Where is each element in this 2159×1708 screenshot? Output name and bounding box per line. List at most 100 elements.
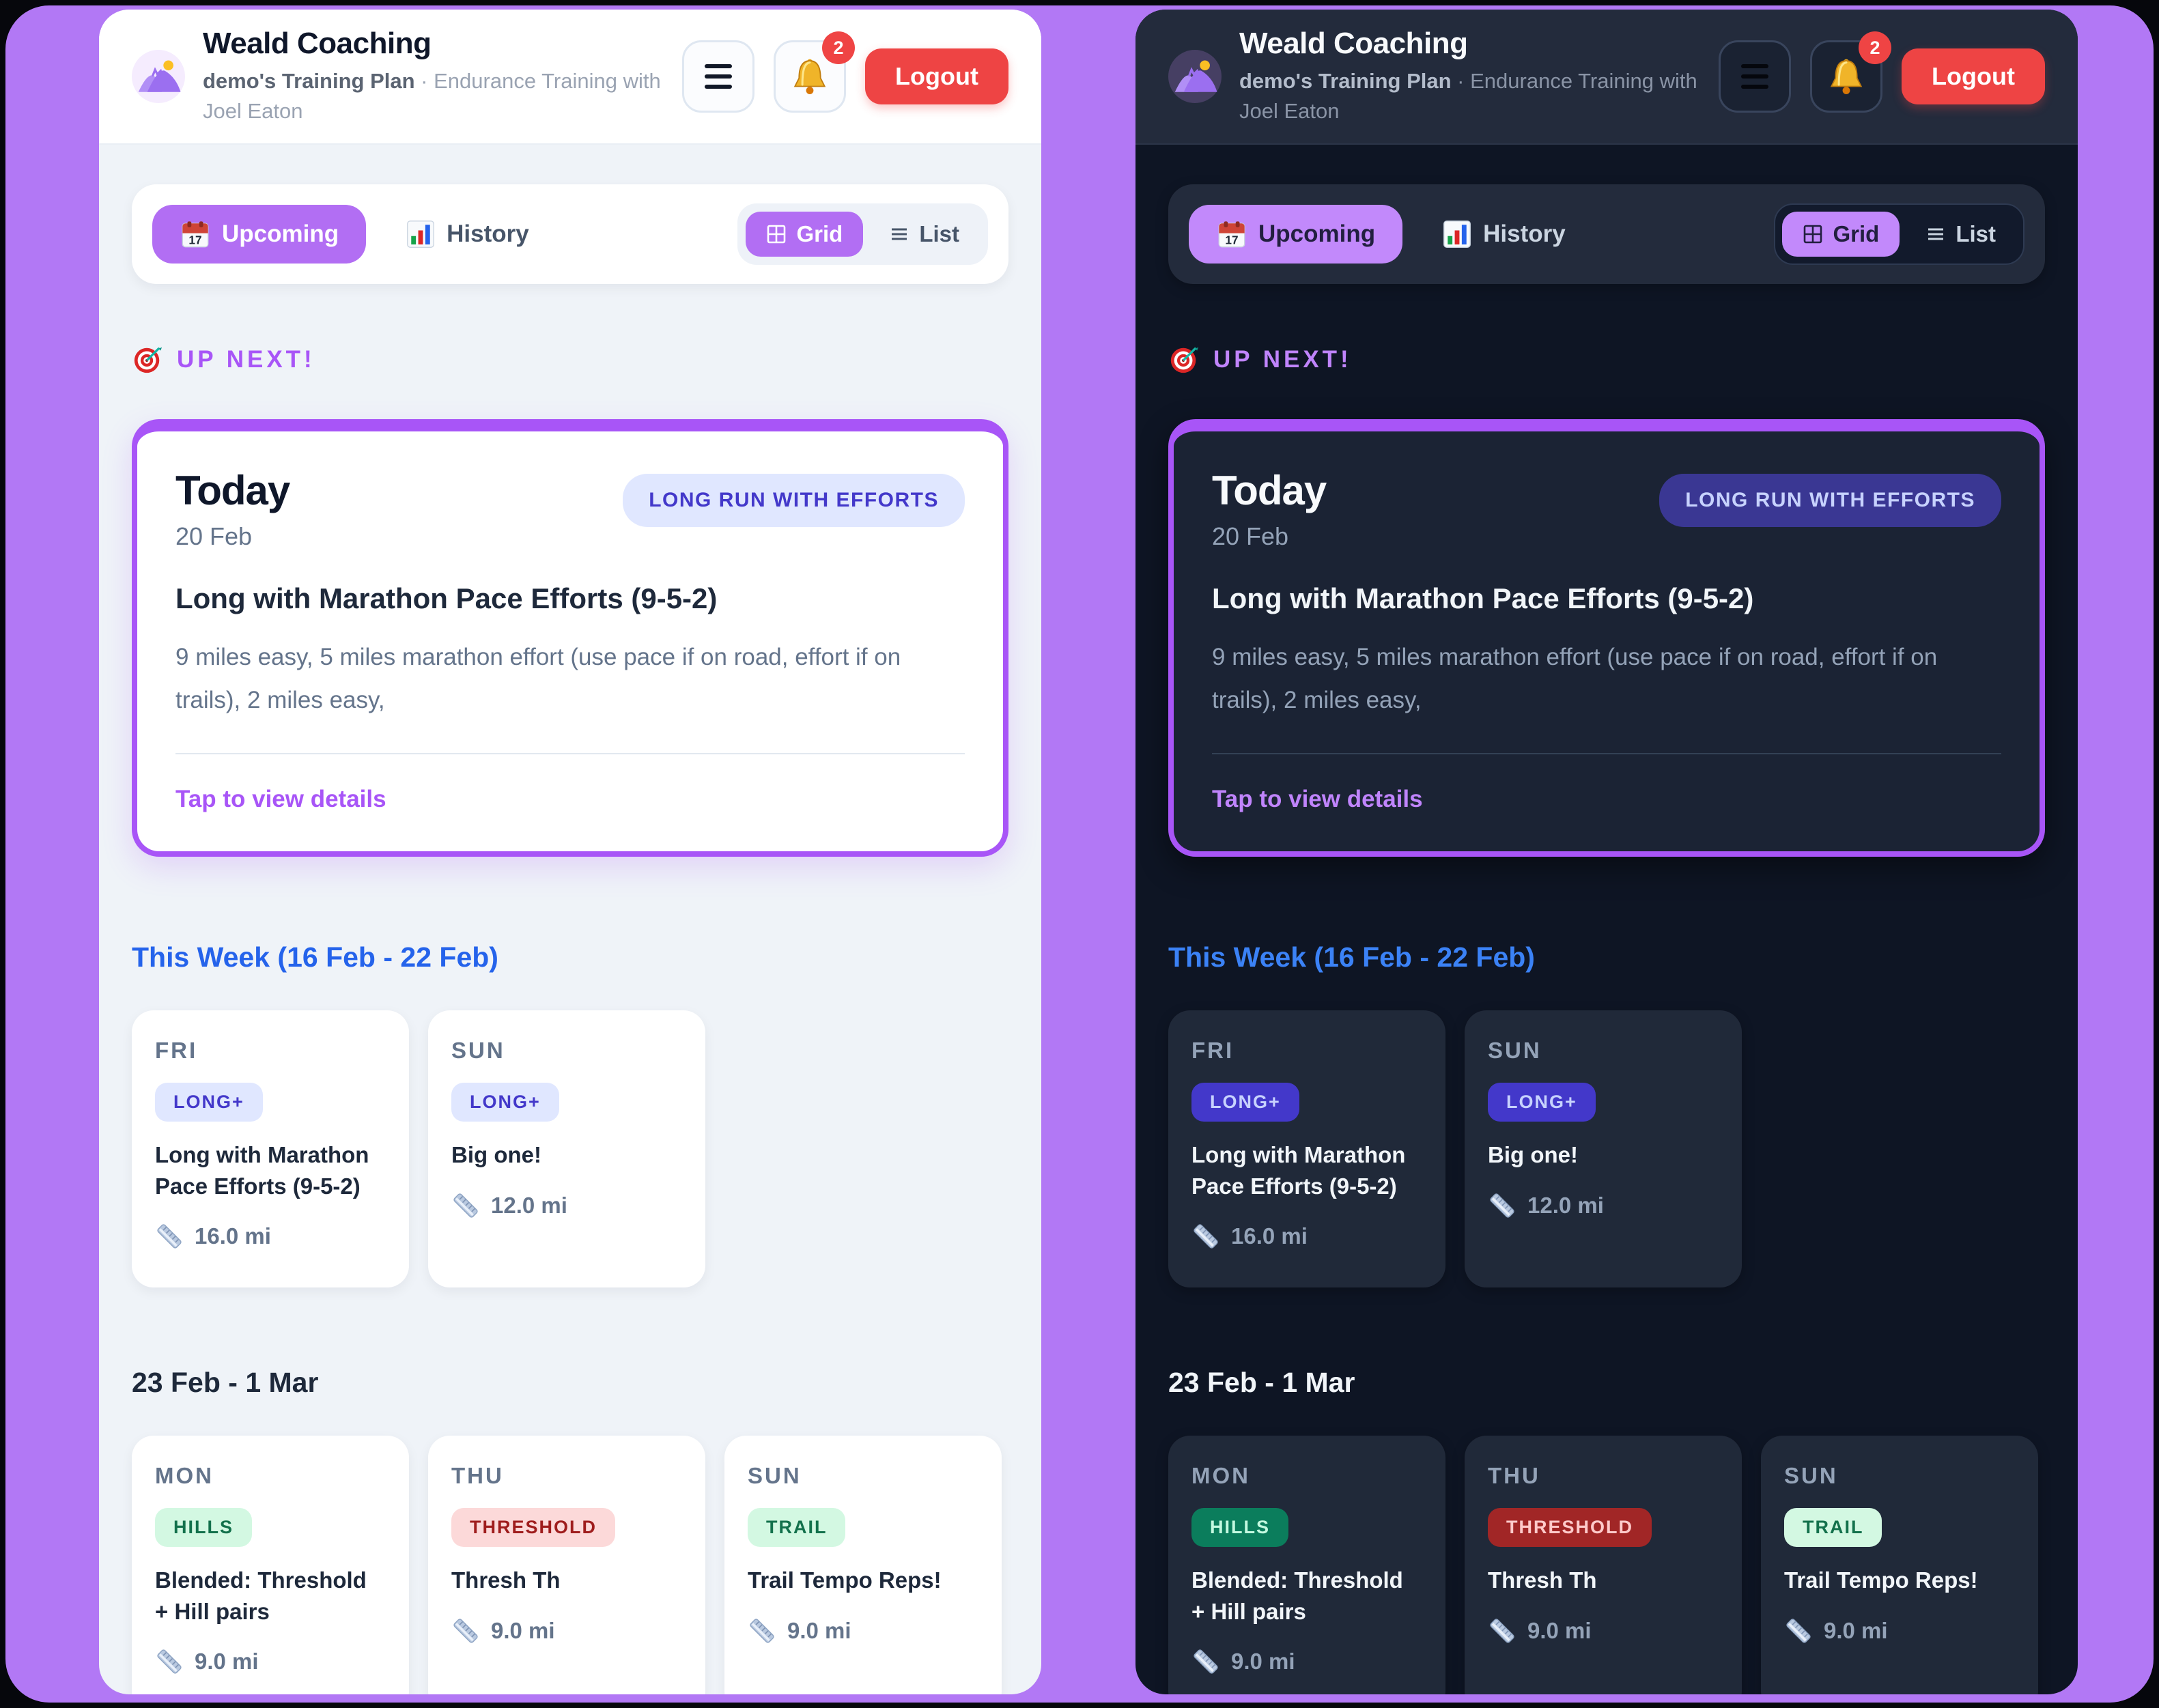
distance-value: 9.0 mi (491, 1617, 555, 1643)
ruler-icon (157, 1224, 182, 1249)
workout-card-fri[interactable]: FRI LONG+ Long with Marathon Pace Effort… (132, 1010, 409, 1287)
up-next-label: UP NEXT! (177, 346, 315, 373)
notifications-button[interactable]: 2 (774, 31, 856, 113)
workout-distance: 9.0 mi (1191, 1647, 1295, 1676)
week-grid: MON HILLS Blended: Threshold + Hill pair… (132, 1436, 1008, 1694)
hamburger-icon (1741, 64, 1769, 89)
workout-title: Thresh Th (451, 1567, 561, 1593)
workout-badge: LONG+ (155, 1083, 263, 1122)
workout-card-sun[interactable]: SUN LONG+ Big one! (1465, 1010, 1742, 1287)
up-next-header: UP NEXT! (1168, 344, 2045, 375)
notification-count-badge: 2 (822, 31, 856, 64)
svg-text:17: 17 (1225, 233, 1238, 246)
plan-description: Endurance Training with Joel Eaton (1239, 68, 1697, 123)
workout-badge: LONG+ (1488, 1083, 1596, 1122)
ruler-icon (1490, 1193, 1514, 1218)
workout-card-mon[interactable]: MON HILLS Blended: Threshold + Hill pair… (1168, 1436, 1445, 1694)
bell-icon (1830, 59, 1863, 94)
header-actions: 2 Logout (1719, 31, 2045, 113)
workout-badge: TRAIL (1784, 1508, 1882, 1547)
app-title: Weald Coaching (1239, 26, 1468, 60)
plan-subtitle: demo's Training Plan · Endurance Trainin… (1239, 66, 1701, 126)
hamburger-icon (705, 64, 733, 89)
ruler-icon (157, 1649, 182, 1674)
workout-title: Thresh Th (1488, 1567, 1597, 1593)
workout-card-thu[interactable]: THU THRESHOLD Thresh Th (1465, 1436, 1742, 1694)
distance-value: 9.0 mi (1527, 1617, 1592, 1643)
tabs-group: 17 Upcoming History (152, 205, 536, 264)
ruler-icon (1194, 1649, 1218, 1674)
distance-value: 12.0 mi (1527, 1192, 1604, 1218)
ruler-icon (1194, 1224, 1218, 1249)
workout-badge: HILLS (1191, 1508, 1288, 1547)
notifications-button[interactable]: 2 (1810, 31, 1892, 113)
workout-badge: THRESHOLD (1488, 1508, 1652, 1547)
workout-distance: 16.0 mi (155, 1222, 271, 1251)
view-list-button[interactable]: List (869, 212, 980, 257)
day-label: FRI (155, 1038, 198, 1063)
day-label: THU (1488, 1463, 1540, 1488)
ruler-icon (1490, 1618, 1514, 1643)
view-toggle: Grid List (737, 203, 988, 265)
week-grid: MON HILLS Blended: Threshold + Hill pair… (1168, 1436, 2045, 1694)
ruler-icon (453, 1618, 478, 1643)
menu-button[interactable] (1719, 40, 1792, 113)
up-next-header: UP NEXT! (132, 344, 1008, 375)
app-title: Weald Coaching (203, 26, 432, 60)
view-list-button[interactable]: List (1905, 212, 2016, 257)
workout-card-mon[interactable]: MON HILLS Blended: Threshold + Hill pair… (132, 1436, 409, 1694)
tap-to-view-details-link[interactable]: Tap to view details (175, 786, 386, 812)
workout-card-sun[interactable]: SUN LONG+ Big one! (428, 1010, 705, 1287)
workout-title: Blended: Threshold + Hill pairs (155, 1567, 367, 1624)
today-card[interactable]: Today 20 Feb LONG RUN WITH EFFORTS Long … (132, 419, 1008, 857)
workout-badge: LONG+ (1191, 1083, 1299, 1122)
logout-button[interactable]: Logout (865, 48, 1008, 104)
workout-title: Long with Marathon Pace Efforts (9-5-2) (1191, 1142, 1406, 1199)
view-grid-button[interactable]: Grid (746, 212, 864, 257)
view-grid-label: Grid (796, 221, 843, 246)
week-heading-this-week: This Week (16 Feb - 22 Feb) (132, 941, 498, 973)
tap-to-view-details-link[interactable]: Tap to view details (1212, 786, 1423, 812)
distance-value: 9.0 mi (1231, 1649, 1295, 1675)
workout-card-sun-2[interactable]: SUN TRAIL Trail Tempo Reps! (724, 1436, 1002, 1694)
bar-chart-icon (407, 220, 435, 248)
up-next-label: UP NEXT! (1213, 346, 1352, 373)
logout-button[interactable]: Logout (1902, 48, 2045, 104)
bell-icon (793, 59, 826, 94)
tab-bar: 17 Upcoming History (1168, 184, 2045, 284)
workout-card-sun-2[interactable]: SUN TRAIL Trail Tempo Reps! (1761, 1436, 2038, 1694)
list-icon (892, 228, 907, 240)
workout-card-thu[interactable]: THU THRESHOLD Thresh Th (428, 1436, 705, 1694)
today-label: Today (175, 468, 290, 513)
tab-history-label: History (447, 220, 529, 247)
app-header: Weald Coaching demo's Training Plan · En… (99, 10, 1041, 145)
workout-distance: 12.0 mi (451, 1191, 567, 1220)
view-list-label: List (1956, 221, 1996, 246)
workout-distance: 9.0 mi (748, 1617, 851, 1645)
view-grid-button[interactable]: Grid (1782, 212, 1900, 257)
ruler-icon (453, 1193, 478, 1218)
bar-chart-icon (1443, 220, 1471, 248)
day-label: THU (451, 1463, 504, 1488)
tab-history[interactable]: History (1435, 205, 1572, 263)
today-workout-title: Long with Marathon Pace Efforts (9-5-2) (175, 582, 718, 614)
workout-distance: 9.0 mi (155, 1647, 259, 1676)
workout-card-fri[interactable]: FRI LONG+ Long with Marathon Pace Effort… (1168, 1010, 1445, 1287)
plan-description: Endurance Training with Joel Eaton (203, 68, 661, 123)
tab-upcoming[interactable]: 17 Upcoming (1189, 205, 1403, 264)
distance-value: 12.0 mi (491, 1192, 567, 1218)
day-label: SUN (1784, 1463, 1838, 1488)
workout-type-badge: LONG RUN WITH EFFORTS (623, 474, 965, 527)
menu-button[interactable] (682, 40, 755, 113)
workout-badge: THRESHOLD (451, 1508, 615, 1547)
today-card-header: Today 20 Feb LONG RUN WITH EFFORTS (1212, 467, 2001, 551)
tab-upcoming[interactable]: 17 Upcoming (152, 205, 367, 264)
tab-history[interactable]: History (399, 205, 536, 263)
workout-distance: 16.0 mi (1191, 1222, 1308, 1251)
target-icon (134, 347, 163, 373)
day-label: FRI (1191, 1038, 1234, 1063)
tab-upcoming-label: Upcoming (1258, 220, 1376, 247)
plan-name: demo's Training Plan (203, 68, 415, 93)
ruler-icon (1786, 1618, 1811, 1643)
today-card[interactable]: Today 20 Feb LONG RUN WITH EFFORTS Long … (1168, 419, 2045, 857)
